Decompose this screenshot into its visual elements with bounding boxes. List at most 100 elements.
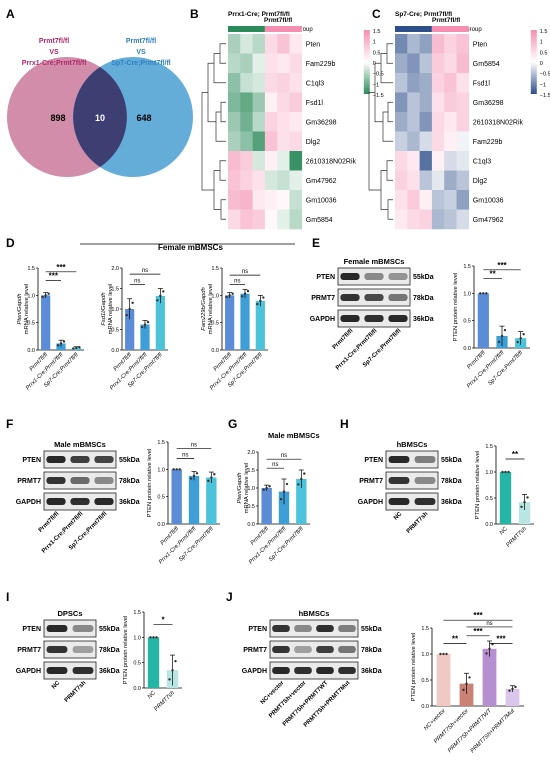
data-point [72,347,75,350]
data-point [59,342,63,345]
heatmap-cell [395,73,408,93]
blot-strip [269,661,359,680]
blot-size-label: 78kDa [119,478,140,485]
heatmap-cell [407,34,420,54]
heatmap-cell [252,170,266,191]
data-point [522,333,525,336]
bar [518,502,531,524]
panel-letter-f: F [6,417,13,431]
bar [255,300,265,350]
data-point [228,294,231,297]
y-axis-label-2: mRNA relative level [208,284,214,335]
blot-lane-label: Prrx1-Cre;Prmt7fl/fl [41,511,85,555]
x-tick-label: PRMT7sh [505,526,527,548]
data-point [231,292,234,295]
y-axis-label-2: mRNA relative level [24,284,30,335]
data-point [303,472,306,475]
heatmap-cell [419,190,433,210]
y-tick-label: 1.0 [247,486,255,492]
heatmap-cell [228,190,241,210]
heatmap-legend-tick: 0.5 [373,50,381,56]
data-point [175,468,178,471]
blot-band [414,477,436,484]
blot-title: DPSCs [57,609,82,618]
y-tick-label: 0.5 [133,661,141,667]
panel-letter-j: J [226,590,233,604]
y-tick-label: 1.0 [211,293,219,299]
heatmap-cell [419,92,433,113]
heatmap-cell [407,131,420,152]
panel-letter-h: H [340,417,349,431]
data-point [174,659,177,663]
heatmap-cell [456,131,470,152]
data-point [439,652,442,656]
blot-band [364,315,384,322]
blot-band [364,294,384,301]
bar [482,648,497,706]
heatmap-cell [240,112,253,132]
heatmap-cell [419,131,433,152]
data-point [285,482,289,486]
data-point [78,345,81,349]
data-point [468,676,471,679]
data-point [240,295,244,298]
blot-lane-label: PRMT7sh [406,511,430,535]
significance-label: *** [497,261,507,270]
panel-b: B Prrx1-Cre; Prmt7fl/fl Prmt7fl/fl Group… [190,7,384,230]
heatmap-cell [240,190,253,210]
panel-d-title: Female mBMSCs [158,243,223,252]
heatmap-legend-tick: −1 [373,82,379,88]
heatmap-cell [252,73,266,93]
heatmap-cell [289,34,303,54]
heatmap-cell [252,112,266,132]
heatmap-cell [395,151,408,171]
gene-label: Dlg2 [473,178,488,185]
y-tick-label: 0.5 [157,495,165,501]
y-tick-label: 1.0 [485,470,493,476]
y-tick-label: 0.0 [211,348,219,354]
heatmap-cell [277,53,290,74]
gene-label: Gm47962 [473,217,504,224]
heatmap-legend-tick: −0.5 [540,72,550,78]
blot-size-label: 78kDa [441,478,462,485]
data-point [504,470,507,474]
heatmap-cell [252,34,266,54]
significance-label: *** [473,611,483,620]
heatmap-b-group1-label: Prrx1-Cre; Prmt7fl/fl [228,11,290,18]
y-tick-label: 1.5 [421,626,429,632]
bar [499,472,512,524]
heatmap-cell [240,92,253,113]
data-point [479,292,482,295]
y-tick-label: 1.0 [133,635,141,641]
data-point [56,344,60,347]
blot-row-label: PTEN [22,457,41,464]
data-point [152,636,155,639]
blot-row-label: PRMT7 [17,647,41,654]
blot-band [94,498,114,505]
data-point [442,652,445,656]
heatmap-cell [395,53,408,74]
heatmap-legend-tick: −1 [540,82,546,88]
data-point [207,479,210,483]
heatmap-cell [228,131,241,152]
heatmap-group-bar-2 [264,26,302,32]
venn-right-title-2: VS [136,49,146,56]
heatmap-cell [277,92,290,113]
heatmap-cell [228,209,241,230]
heatmap-cell [431,34,445,54]
gene-label: Gm36298 [473,100,504,107]
heatmap-cell [444,170,457,191]
data-point [210,476,213,479]
heatmap-cell [289,112,303,132]
blot-band [338,667,356,674]
blot-band [388,456,410,463]
venn-right-count: 648 [136,113,151,123]
heatmap-cell [407,151,420,171]
heatmap-cell [264,209,278,230]
heatmap-cell [289,190,303,210]
blot-lane-label: Prmt7fl/fl [38,511,61,534]
bar [147,637,160,688]
data-point [516,340,519,344]
heatmap-cell [395,170,408,191]
